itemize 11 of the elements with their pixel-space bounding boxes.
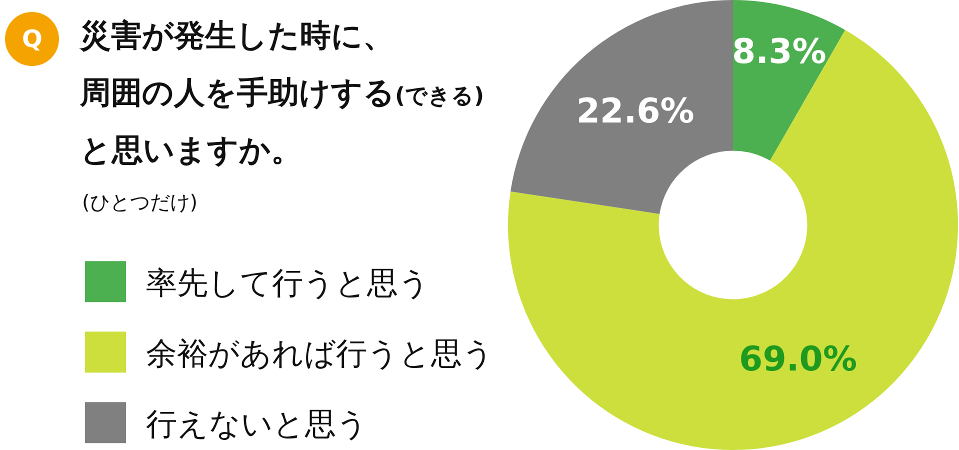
legend-label: 率先して行うと思う (146, 266, 430, 302)
donut-slice (508, 30, 958, 450)
data-label: 69.0% (739, 340, 858, 380)
legend-label: 余裕があれば行うと思う (146, 336, 494, 372)
chart-title: 災害が発生した時に、周囲の人を手助けする(できる)と思いますか。 (80, 18, 484, 168)
data-label: 22.6% (576, 92, 694, 132)
data-label: 8.3% (732, 32, 826, 72)
legend-label: 行えないと思う (146, 406, 368, 443)
text: Q (22, 25, 42, 53)
text: (ひとつだけ) (82, 190, 198, 214)
donut-slice (510, 0, 733, 214)
